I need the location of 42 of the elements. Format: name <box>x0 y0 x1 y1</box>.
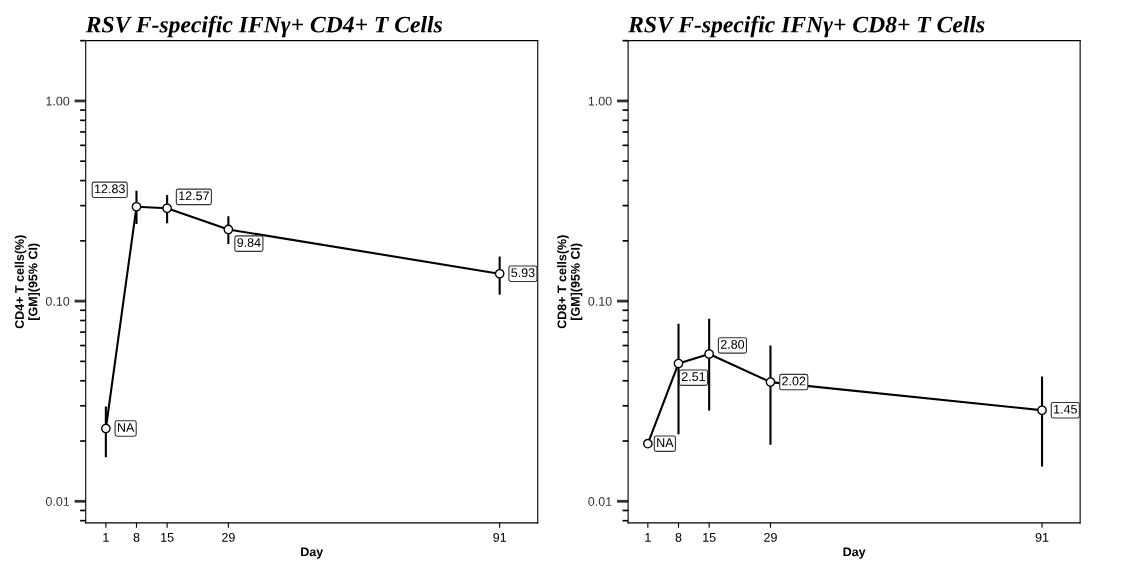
x-tick-label: 8 <box>675 532 682 542</box>
annotation: 9.84 <box>237 238 261 247</box>
point <box>765 377 776 387</box>
y-axis-title: CD4+ T cells(%) [GM](95% CI) <box>14 235 40 329</box>
y-tick-label: 0.01 <box>588 497 612 506</box>
point <box>494 268 505 279</box>
annotation: 12.57 <box>179 191 209 201</box>
point <box>642 438 653 449</box>
chart-title: RSV F-specific IFNγ+ CD4+ T Cells <box>85 15 443 38</box>
point <box>1037 405 1047 416</box>
x-axis-title: Day <box>301 547 324 559</box>
x-tick-label: 1 <box>645 533 651 542</box>
y-tick-label: 1.00 <box>46 96 70 106</box>
y-axis-title: CD8+ T cells(%) [GM](95% CI) <box>557 235 583 329</box>
annotation: NA <box>117 423 135 432</box>
x-tick-label: 29 <box>222 532 235 542</box>
x-tick-label: 1 <box>103 533 109 542</box>
annotation: 2.51 <box>681 372 705 381</box>
annotation: NA <box>657 438 674 447</box>
annotation: 1.45 <box>1054 404 1077 414</box>
x-tick-label: 91 <box>493 532 506 542</box>
x-axis-title: Day <box>843 547 866 559</box>
y-tick-label: 0.10 <box>588 296 612 306</box>
point <box>704 349 715 359</box>
annotation: 12.83 <box>95 184 125 194</box>
x-tick-label: 91 <box>1035 532 1049 542</box>
x-tick-label: 8 <box>133 532 140 542</box>
x-tick-label: 29 <box>764 532 777 542</box>
point <box>223 224 234 235</box>
point <box>673 358 684 369</box>
point <box>100 423 111 434</box>
annotation: 2.80 <box>720 339 745 349</box>
point <box>131 201 142 212</box>
point <box>162 203 172 214</box>
chart-title: RSV F-specific IFNγ+ CD8+ T Cells <box>628 15 985 38</box>
x-tick-label: 15 <box>703 533 716 542</box>
annotation: 5.93 <box>511 268 535 278</box>
x-tick-label: 15 <box>161 533 174 542</box>
y-tick-label: 0.01 <box>45 497 70 506</box>
annotation: 2.02 <box>782 376 806 386</box>
y-tick-label: 1.00 <box>588 96 612 106</box>
y-tick-label: 0.10 <box>45 296 70 306</box>
